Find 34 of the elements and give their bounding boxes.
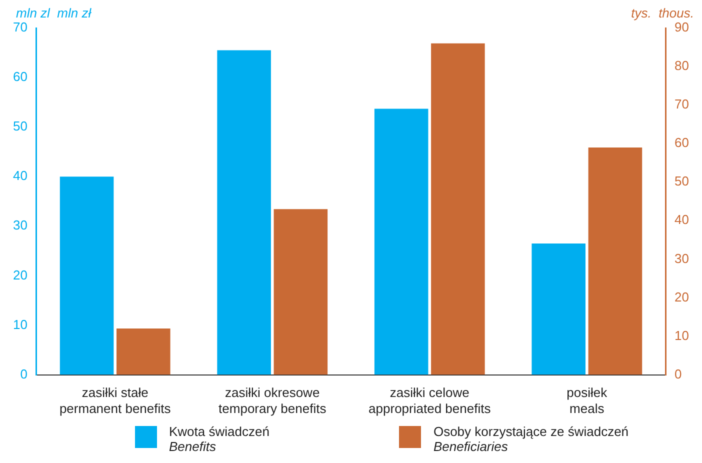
y-tick-label: 60 [12, 69, 28, 84]
bar [588, 147, 642, 375]
bar [116, 328, 170, 375]
y-tick-label: 10 [12, 316, 28, 332]
y2-tick-label: 0 [674, 366, 682, 382]
x-tick-label: posiłek meals [566, 385, 608, 416]
bar [274, 209, 328, 375]
y-tick-label: 70 [12, 20, 28, 35]
bar [431, 43, 485, 375]
y2-tick-label: 80 [674, 58, 690, 74]
legend-label: Osoby korzystające ze świadczeń Beneficiaries [433, 424, 629, 454]
y-tick-label: 20 [12, 267, 28, 282]
bar [217, 50, 271, 375]
x-tick-label: zasiłki stałe permanent benefits [59, 385, 172, 416]
y-tick-label: 40 [12, 168, 28, 184]
y2-axis-title: tys. thous. [631, 6, 694, 21]
y2-tick-label: 30 [674, 250, 690, 266]
x-tick-label: zasiłki okresowe temporary benefits [218, 385, 327, 416]
y-tick-label: 30 [12, 218, 28, 233]
y-axis-title: mln zl mln zł [16, 6, 92, 21]
y2-tick-label: 20 [674, 289, 690, 304]
y-tick-label: 50 [12, 118, 28, 134]
legend-label: Kwota świadczeń Benefits [169, 424, 270, 454]
y2-tick-label: 60 [674, 135, 690, 150]
y2-tick-label: 70 [674, 96, 690, 112]
y2-tick-label: 50 [674, 174, 690, 189]
bar [374, 108, 428, 375]
y2-tick-label: 90 [674, 20, 690, 35]
bar [532, 244, 586, 375]
x-tick-label: zasiłki celowe appropriated benefits [368, 385, 492, 416]
y2-tick-label: 10 [674, 328, 690, 343]
y-tick-label: 0 [20, 366, 28, 382]
y2-tick-label: 40 [674, 212, 690, 228]
bar [60, 176, 114, 375]
